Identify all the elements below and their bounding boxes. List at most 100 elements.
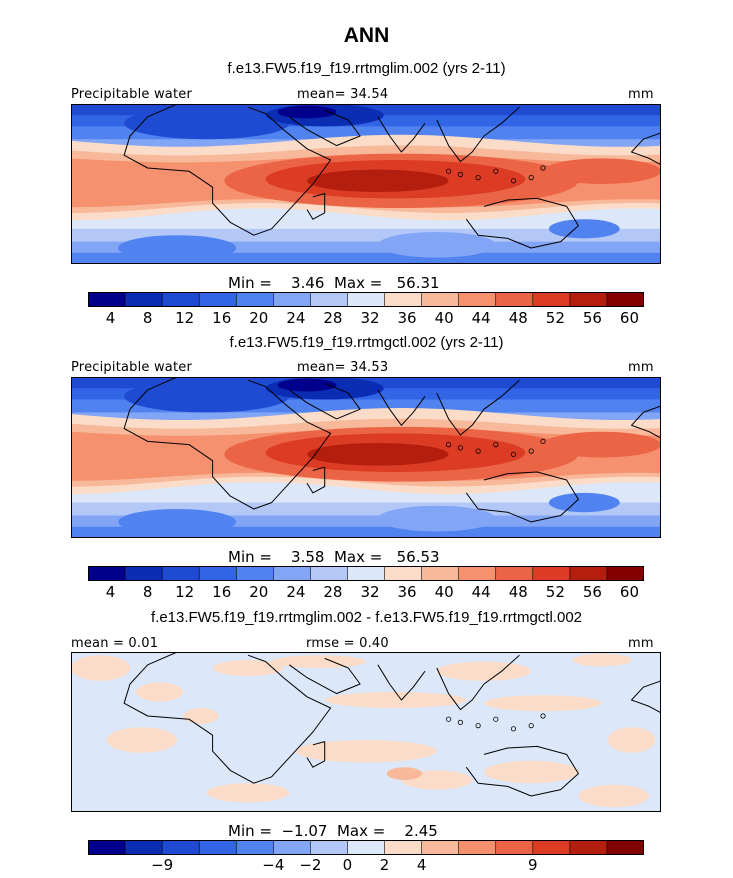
island [528, 448, 534, 454]
colorbar-swatch [273, 566, 311, 581]
colorbar-tick-label: −9 [151, 856, 174, 874]
colorbar-swatch [458, 292, 497, 307]
colorbar-swatch [495, 840, 534, 855]
colorbar-tick-label: 24 [286, 583, 306, 601]
panel2-title: f.e13.FW5.f19_f19.rrtmgctl.002 (yrs 2-11… [229, 334, 504, 351]
colorbar-tick-label: 9 [528, 856, 538, 874]
panel2-map [71, 377, 661, 538]
panel3-minmax: Min = −1.07 Max = 2.45 [228, 822, 438, 840]
colorbar-tick-label: 4 [105, 309, 116, 327]
field-contour [206, 783, 290, 803]
colorbar-tick-label: 52 [545, 583, 565, 601]
field-contour [124, 380, 290, 413]
field-contour [484, 760, 579, 784]
colorbar-tick-label: 44 [471, 583, 491, 601]
coastline [436, 106, 520, 163]
field-contour [307, 169, 449, 192]
island [445, 716, 452, 722]
island [540, 165, 546, 171]
panel2-colorbar [88, 566, 644, 581]
coastline [123, 652, 332, 784]
island [510, 451, 517, 457]
coastline [123, 377, 332, 510]
colorbar-swatch [236, 292, 274, 307]
colorbar-swatch [384, 566, 422, 581]
colorbar-swatch [162, 292, 200, 307]
island [457, 719, 463, 726]
colorbar-swatch [384, 840, 422, 855]
colorbar-swatch [421, 566, 459, 581]
colorbar-swatch [125, 566, 163, 581]
colorbar-tick-label: 16 [212, 583, 232, 601]
panel1-title: f.e13.FW5.f19_f19.rrtmglim.002 (yrs 2-11… [227, 60, 506, 77]
field-contour [377, 232, 496, 258]
island [528, 175, 534, 181]
colorbar-swatch [458, 840, 497, 855]
field-contour [295, 740, 437, 763]
colorbar-swatch [273, 292, 311, 307]
coastline [436, 379, 520, 436]
colorbar-tick-label: 12 [175, 309, 195, 327]
colorbar-tick-label: 28 [323, 309, 343, 327]
colorbar-tick-label: 60 [619, 309, 639, 327]
panel2-variable-label: Precipitable water [71, 360, 192, 375]
colorbar-tick-label: 40 [434, 583, 454, 601]
field-contour [543, 158, 661, 184]
coastline [631, 405, 661, 439]
colorbar-tick-label: 60 [619, 583, 639, 601]
island [493, 168, 499, 174]
colorbar-tick-label: 36 [397, 309, 417, 327]
field-contour [607, 727, 656, 753]
coastline [631, 132, 661, 166]
panel1-variable-label: Precipitable water [71, 87, 192, 102]
colorbar-tick-label: 12 [175, 583, 195, 601]
panel3-map [71, 652, 661, 812]
field-contour [118, 509, 237, 535]
field-contour [71, 166, 130, 186]
colorbar-tick-label: 52 [545, 309, 565, 327]
panel3-mean: mean = 0.01 [71, 636, 159, 651]
colorbar-swatch [273, 840, 311, 855]
colorbar-swatch [310, 566, 348, 581]
colorbar-tick-label: 8 [142, 309, 153, 327]
colorbar-swatch [125, 292, 163, 307]
island [445, 442, 452, 448]
panel3-units: mm [628, 636, 654, 651]
island [475, 175, 481, 181]
colorbar-swatch [532, 840, 571, 855]
island [540, 438, 546, 445]
colorbar-tick-label: 32 [360, 309, 380, 327]
panel3-colorbar [88, 840, 644, 855]
colorbar-swatch [606, 566, 644, 581]
coastline [465, 745, 579, 797]
panel1-colorbar [88, 292, 644, 307]
panel3-colorbar-ticks: −9 −4 −2 0 2 4 9 [88, 856, 644, 876]
colorbar-swatch [236, 566, 274, 581]
field-contour [212, 660, 284, 676]
colorbar-swatch [347, 566, 385, 581]
island [475, 723, 481, 729]
panel3-rmse: rmse = 0.40 [306, 636, 389, 651]
season-title: ANN [343, 24, 390, 47]
panel1-mean: mean= 34.54 [297, 87, 389, 102]
colorbar-swatch [88, 840, 126, 855]
field-contour [271, 655, 366, 668]
colorbar-tick-label: 48 [508, 309, 528, 327]
colorbar-swatch [199, 292, 237, 307]
panel1-colorbar-ticks: 4 8 12 16 20 24 28 32 36 40 44 48 52 56 60 [88, 309, 644, 329]
panel2-mean: mean= 34.53 [297, 360, 389, 375]
field-contour [484, 695, 602, 712]
coastline [289, 657, 361, 695]
field-contour [386, 767, 423, 780]
colorbar-swatch [606, 292, 644, 307]
panel1-units: mm [628, 87, 654, 102]
colorbar-swatch [310, 840, 348, 855]
coastline [289, 109, 361, 147]
colorbar-tick-label: 16 [212, 309, 232, 327]
colorbar-tick-label: 20 [249, 583, 269, 601]
colorbar-tick-label: 2 [379, 856, 390, 874]
colorbar-swatch [569, 566, 608, 581]
colorbar-tick-label: 20 [249, 309, 269, 327]
island [493, 716, 499, 722]
colorbar-swatch [310, 292, 348, 307]
